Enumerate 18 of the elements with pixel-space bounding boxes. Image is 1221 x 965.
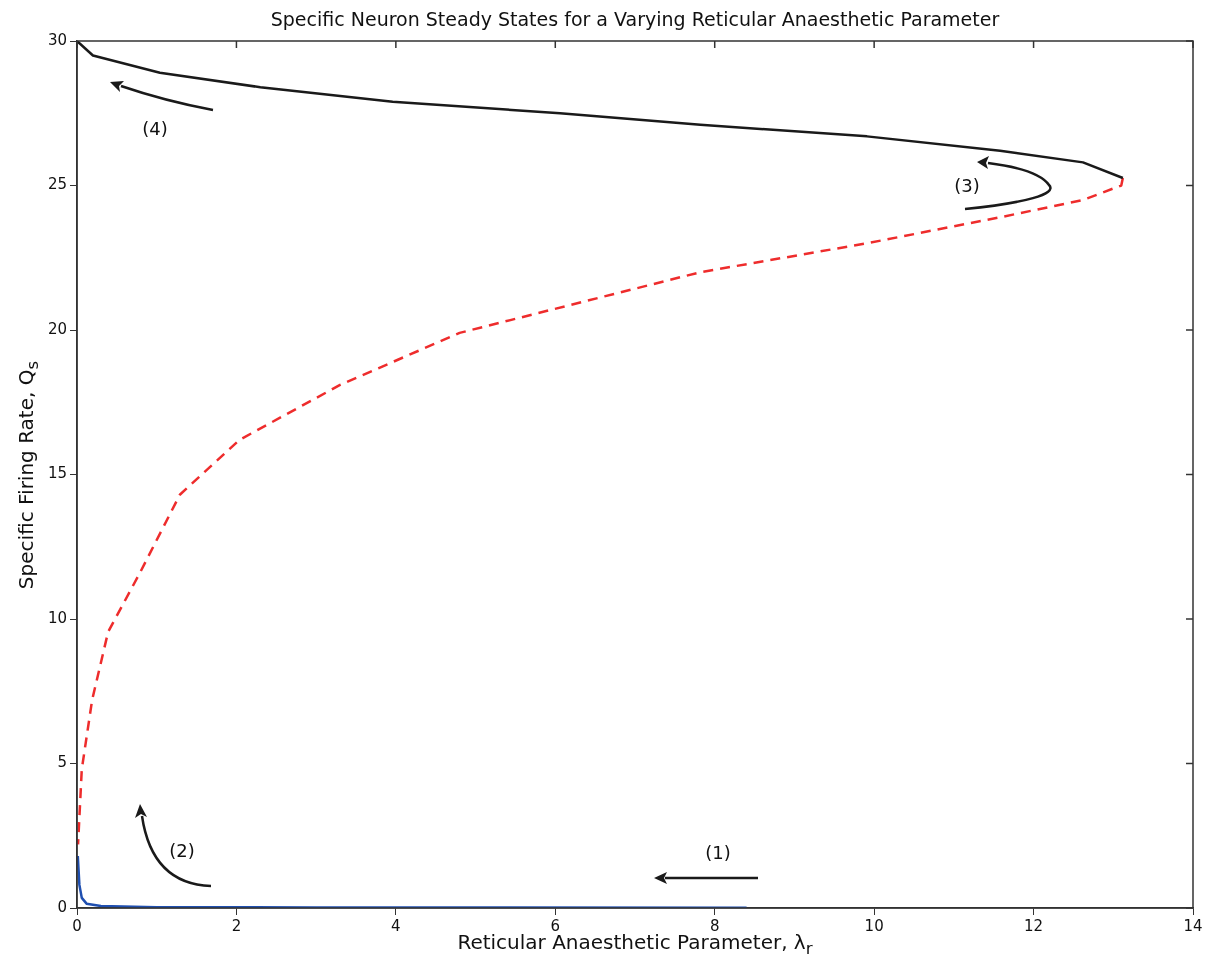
y-tick-label: 15 [47, 464, 67, 483]
y-tick-label: 20 [47, 319, 67, 338]
annotation: (3) [954, 174, 980, 196]
y-tick-label: 10 [47, 608, 67, 627]
x-tick-label: 14 [1183, 916, 1203, 935]
y-tick-label: 30 [47, 30, 67, 49]
y-tick-label: 0 [57, 897, 67, 916]
x-tick-label: 12 [1024, 916, 1044, 935]
annotation: (1) [705, 841, 731, 863]
x-tick-label: 2 [231, 916, 242, 935]
chart-title: Specific Neuron Steady States for a Varying Reticular Anaesthetic Parameter [269, 8, 1001, 30]
x-tick-label: 10 [864, 916, 884, 935]
x-tick-label: 4 [391, 916, 401, 935]
annotation: (2) [169, 839, 195, 861]
annotation: (4) [142, 117, 168, 139]
x-tick-label: 0 [72, 916, 82, 935]
y-tick-label: 5 [57, 753, 67, 772]
y-tick-label: 25 [47, 175, 67, 194]
